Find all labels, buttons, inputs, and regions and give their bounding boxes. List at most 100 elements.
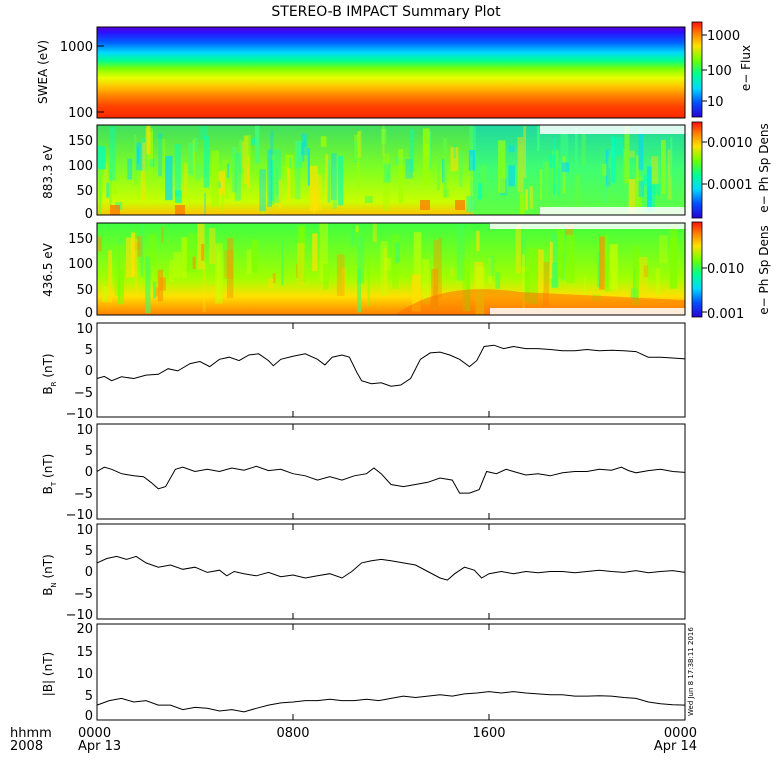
spectrogram-cell xyxy=(422,259,430,304)
spectrogram-cell xyxy=(270,160,274,201)
bt-ytick-10: 10 xyxy=(76,423,93,438)
spectrogram-cell xyxy=(603,247,607,277)
spectrogram-cell xyxy=(259,169,266,212)
spectrogram-cell xyxy=(303,136,306,147)
spectrogram-cell xyxy=(209,286,218,297)
bn-ytick-10: 10 xyxy=(76,523,93,538)
x-date-apr14: Apr 14 xyxy=(654,739,697,754)
spectrogram-cell xyxy=(495,272,501,289)
spectrogram-cell xyxy=(575,174,580,212)
spectrogram-cell xyxy=(355,225,359,233)
x-axis: hhmm 2008 0000 0800 1600 0000 Apr 13 Apr… xyxy=(10,726,697,754)
spectrogram-cell xyxy=(566,234,576,284)
spectrogram-cell xyxy=(278,179,282,209)
swea-cbtick-10: 10 xyxy=(707,95,724,110)
spectrogram-cell xyxy=(604,253,612,292)
spectrogram-cell xyxy=(466,196,473,213)
spectrogram-cell xyxy=(599,236,605,290)
spectrogram-cell xyxy=(367,254,370,306)
spectrogram-cell xyxy=(584,275,587,299)
spectrogram-cell xyxy=(353,141,358,162)
spectrogram-cell xyxy=(529,186,533,209)
spectrogram-cell xyxy=(661,140,666,194)
bmag-ytick-10: 10 xyxy=(76,667,93,682)
spectrogram-cell xyxy=(141,142,146,201)
spectrogram-cell xyxy=(209,228,216,265)
spectrogram-cell xyxy=(609,244,618,290)
spectrogram-cell xyxy=(331,153,337,201)
spectrogram-cell xyxy=(615,137,624,156)
spectrogram-cell xyxy=(469,126,476,163)
swea-spectrogram xyxy=(97,27,685,118)
spectrogram-cell xyxy=(192,256,196,269)
spectrogram-cell xyxy=(192,139,195,172)
spectrogram-cell xyxy=(109,126,116,181)
spectrogram-cell xyxy=(380,241,388,296)
br-ylabel: BR (nT) xyxy=(41,353,58,394)
swea-ytick-100: 100 xyxy=(68,106,93,121)
br-series-line xyxy=(96,344,686,387)
spectrogram-cell xyxy=(413,232,422,288)
spectrogram-cell xyxy=(104,163,108,210)
spectrogram-cell xyxy=(639,187,642,207)
spectrogram-cell xyxy=(140,224,144,277)
spectrogram-cell xyxy=(458,151,463,187)
spectrogram-cell xyxy=(310,165,318,211)
spectrogram-cell xyxy=(320,136,327,147)
spectrogram-cell xyxy=(194,137,198,152)
spectrogram-cell xyxy=(145,256,151,313)
spectrogram-cell xyxy=(252,239,258,273)
spectrogram-cell xyxy=(517,137,524,193)
spectrogram-cell xyxy=(169,260,174,282)
spectrogram-cell xyxy=(354,134,359,161)
spectrogram-cell xyxy=(443,138,447,198)
spectrogram-cell xyxy=(289,157,292,169)
swea-panel: 1000 100 SWEA (eV) 1000 100 10 e− Flux xyxy=(36,21,753,121)
spectrogram-cell xyxy=(651,156,659,184)
spectrogram-cell xyxy=(669,238,678,289)
spectrogram-cell xyxy=(239,139,243,174)
spectrogram-cell xyxy=(357,237,365,284)
bn-ytick-5: 5 xyxy=(85,544,93,559)
spectrogram-cell xyxy=(327,159,331,203)
spectrogram-cell xyxy=(412,274,421,312)
pad883-colorbar-label: e− Ph Sp Dens xyxy=(757,123,771,212)
spectrogram-cell xyxy=(146,125,151,155)
spectrogram-cell xyxy=(235,152,241,201)
spectrogram-cell xyxy=(603,184,610,203)
spectrogram-cell xyxy=(197,223,205,270)
spectrogram-cell xyxy=(384,258,391,271)
spectrogram-cell xyxy=(357,269,362,313)
spectrogram-cell xyxy=(113,184,118,195)
x-tick-0800: 0800 xyxy=(276,726,309,741)
pad883-ytick-0: 0 xyxy=(85,207,93,222)
spectrogram-cell xyxy=(667,149,672,200)
spectrogram-cell xyxy=(670,137,673,178)
spectrogram-cell xyxy=(646,166,652,212)
spectrogram-cell xyxy=(543,262,550,307)
spectrogram-cell xyxy=(268,278,274,288)
bn-series-line xyxy=(96,555,686,581)
spectrogram-cell xyxy=(659,235,668,264)
spectrogram-cell xyxy=(476,230,480,252)
spectrogram-cell xyxy=(319,223,328,281)
spectrogram-cell xyxy=(218,171,225,196)
swea-cbtick-100: 100 xyxy=(707,64,732,79)
bmag-ylabel: |B| (nT) xyxy=(41,652,55,696)
pad883-ytick-150: 150 xyxy=(68,134,93,149)
pad883-ytick-50: 50 xyxy=(76,184,93,199)
bn-ylabel: BN (nT) xyxy=(41,554,58,596)
spectrogram-cell xyxy=(98,146,106,170)
spectrogram-cell xyxy=(525,189,528,211)
spectrogram-cell xyxy=(523,126,527,179)
spectrogram-cell xyxy=(97,236,102,252)
spectrogram-cell xyxy=(202,262,206,313)
pad436-ytick-0: 0 xyxy=(85,306,93,321)
spectrogram-cell xyxy=(538,249,544,292)
bt-ylabel: BT (nT) xyxy=(41,454,58,495)
pad883-ytick-100: 100 xyxy=(68,159,93,174)
spectrogram-cell xyxy=(211,150,219,207)
spectrogram-cell xyxy=(175,205,185,215)
spectrogram-cell xyxy=(250,137,258,146)
spectrogram-cell xyxy=(398,149,404,204)
